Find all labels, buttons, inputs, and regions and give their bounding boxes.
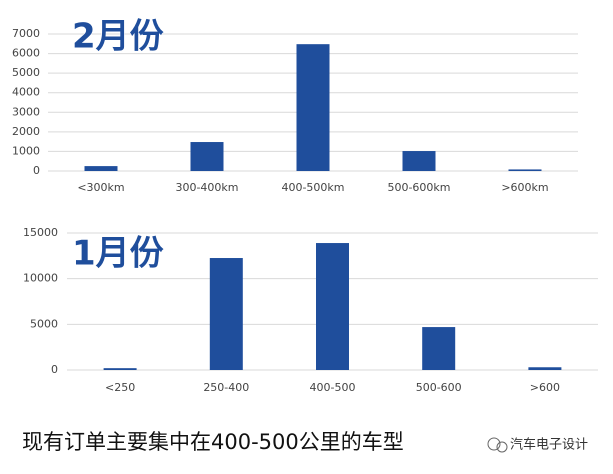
x-tick-label: >600 xyxy=(530,381,560,394)
y-tick-label: 3000 xyxy=(12,105,40,118)
bar xyxy=(402,151,436,171)
bar xyxy=(422,327,456,370)
bar xyxy=(190,142,224,171)
y-tick-label: 5000 xyxy=(12,66,40,79)
y-tick-label: 0 xyxy=(51,363,58,376)
bar xyxy=(209,258,243,370)
bar xyxy=(103,368,137,370)
y-tick-label: 1000 xyxy=(12,144,40,157)
x-tick-label: 500-600 xyxy=(416,381,462,394)
y-tick-label: 0 xyxy=(33,164,40,177)
x-tick-label: 400-500km xyxy=(281,181,344,194)
y-tick-label: 7000 xyxy=(12,27,40,40)
watermark: 汽车电子设计 xyxy=(510,437,588,453)
caption: 现有订单主要集中在400-500公里的车型 xyxy=(22,430,404,454)
chart-title: 2月份 xyxy=(72,17,164,57)
x-tick-label: 500-600km xyxy=(387,181,450,194)
x-tick-label: >600km xyxy=(501,181,548,194)
bar xyxy=(296,44,330,172)
x-tick-label: 250-400 xyxy=(203,381,249,394)
y-tick-label: 6000 xyxy=(12,47,40,60)
x-tick-label: 300-400km xyxy=(175,181,238,194)
y-tick-label: 5000 xyxy=(30,317,58,330)
x-tick-label: <300km xyxy=(77,181,124,194)
y-tick-label: 4000 xyxy=(12,86,40,99)
x-tick-label: 400-500 xyxy=(310,381,356,394)
wechat-icon xyxy=(496,441,508,453)
chart-title: 1月份 xyxy=(72,234,164,274)
bar xyxy=(316,243,349,370)
wechat-icon xyxy=(487,437,501,451)
bar xyxy=(508,169,542,171)
x-tick-label: <250 xyxy=(105,381,135,394)
y-tick-label: 10000 xyxy=(23,272,58,285)
bar xyxy=(84,166,118,171)
bar xyxy=(528,367,562,370)
y-tick-label: 15000 xyxy=(23,226,58,239)
y-tick-label: 2000 xyxy=(12,125,40,138)
